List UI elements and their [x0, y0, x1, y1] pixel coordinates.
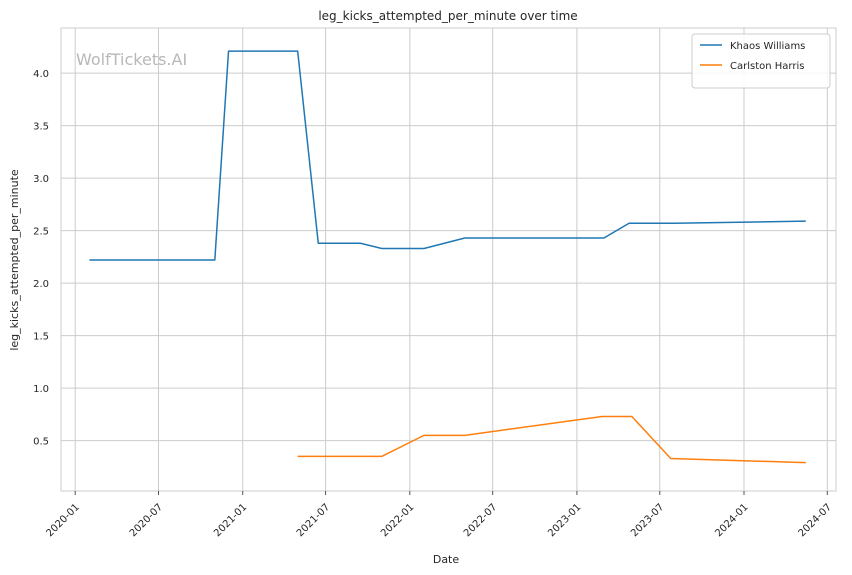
- x-tick-label: 2020-07: [128, 502, 165, 539]
- x-tick-label: 2024-07: [797, 502, 834, 539]
- y-tick-label: 0.5: [33, 437, 49, 448]
- x-tick-label: 2023-01: [546, 502, 583, 539]
- x-tick-label: 2023-07: [629, 502, 666, 539]
- x-tick-label: 2021-01: [212, 502, 249, 539]
- watermark-text: WolfTickets.AI: [76, 50, 187, 69]
- grid-lines: [61, 28, 836, 491]
- y-tick-label: 2.0: [33, 279, 49, 290]
- legend-label: Carlston Harris: [730, 61, 804, 72]
- x-tick-label: 2024-01: [713, 502, 750, 539]
- chart-title: leg_kicks_attempted_per_minute over time: [318, 9, 577, 23]
- y-axis-ticks: 0.5 1.0 1.5 2.0 2.5 3.0 3.5 4.0: [33, 69, 49, 447]
- series-line-carlston-harris: [297, 415, 806, 464]
- series-line-khaos-williams: [89, 50, 806, 261]
- y-tick-label: 1.0: [33, 384, 49, 395]
- legend-label: Khaos Williams: [730, 41, 805, 52]
- legend-box: [691, 33, 831, 89]
- x-tick-label: 2020-01: [45, 502, 82, 539]
- legend: Khaos Williams Carlston Harris: [691, 33, 831, 89]
- x-tick-label: 2022-07: [462, 502, 499, 539]
- x-tick-label: 2021-07: [295, 502, 332, 539]
- y-tick-label: 2.5: [33, 227, 49, 238]
- x-axis-ticks: 2020-01 2020-07 2021-01 2021-07 2022-01 2022-…: [45, 491, 834, 539]
- y-tick-label: 4.0: [33, 69, 49, 80]
- y-tick-label: 3.0: [33, 174, 49, 185]
- y-axis-label: leg_kicks_attempted_per_minute: [8, 169, 21, 351]
- series-layer: [89, 50, 806, 464]
- x-axis-label: Date: [433, 553, 460, 566]
- x-tick-label: 2022-01: [379, 502, 416, 539]
- y-tick-label: 1.5: [33, 332, 49, 343]
- y-tick-label: 3.5: [33, 122, 49, 133]
